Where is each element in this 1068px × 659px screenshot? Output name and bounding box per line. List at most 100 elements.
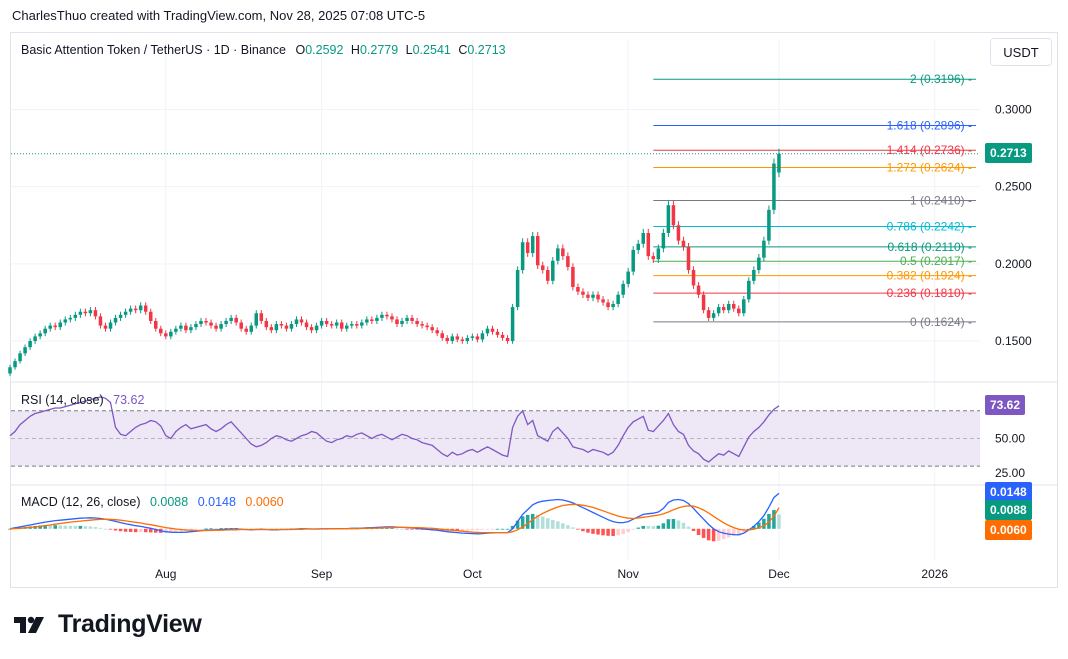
candle-body	[490, 328, 495, 332]
chart-frame	[10, 32, 1058, 588]
macd-histogram-bar	[701, 528, 706, 538]
macd-value: 0.0088	[149, 495, 189, 509]
candle-body	[103, 325, 108, 329]
candle-body	[13, 361, 17, 368]
candle-body	[636, 243, 640, 250]
candle-body	[450, 336, 455, 342]
candle-body	[601, 299, 605, 303]
candle-body	[546, 270, 550, 281]
candle-body	[259, 313, 264, 321]
macd-histogram-bar	[123, 528, 128, 532]
macd-histogram-bar	[405, 528, 409, 530]
macd-histogram-bar	[646, 525, 651, 529]
candle-body	[475, 336, 480, 340]
macd-line-tag: 0.0088	[985, 500, 1032, 520]
time-tick-label: Aug	[155, 567, 176, 581]
candle-body	[294, 319, 299, 325]
macd-histogram-bar	[68, 525, 73, 529]
macd-histogram-bar	[581, 528, 585, 532]
time-tick-label: Sep	[311, 567, 333, 581]
rsi-tick-label: 50.00	[995, 431, 1025, 445]
candle-body	[159, 328, 163, 334]
high-label: H	[350, 43, 360, 57]
candle-body	[18, 353, 22, 362]
candle-body	[88, 310, 93, 314]
candle-body	[606, 302, 610, 308]
macd-histogram-bar	[174, 528, 178, 533]
candle-body	[299, 319, 304, 323]
macd-histogram-bar	[661, 523, 666, 529]
macd-histogram-bar	[209, 528, 213, 530]
candle-body	[189, 327, 193, 331]
candle-body	[500, 334, 505, 338]
candle-body	[716, 307, 721, 314]
candle-body	[133, 308, 138, 311]
candle-body	[671, 205, 676, 226]
macd-histogram-bar	[73, 525, 78, 529]
macd-histogram-bar	[515, 520, 520, 529]
macd-histogram-bar	[686, 526, 691, 529]
macd-histogram-bar	[591, 528, 595, 534]
macd-histogram-bar	[189, 528, 193, 531]
candle-body	[339, 322, 344, 329]
macd-histogram-bar	[153, 528, 158, 533]
macd-histogram-bar	[390, 528, 394, 529]
candle-body	[540, 265, 545, 271]
candle-body	[767, 209, 771, 241]
candle-body	[8, 367, 12, 374]
candle-body	[390, 316, 394, 320]
candle-body	[78, 311, 83, 315]
macd-histogram-bar	[98, 527, 103, 529]
macd-histogram-bar	[621, 528, 625, 535]
macd-histogram-bar	[631, 528, 635, 530]
candle-body	[38, 333, 42, 337]
macd-histogram-bar	[400, 528, 404, 530]
candle-body	[199, 320, 203, 325]
price-tick-label: 0.2000	[995, 257, 1032, 271]
macd-histogram-bar	[128, 528, 133, 532]
macd-histogram-bar	[551, 519, 555, 529]
macd-histogram-bar	[485, 528, 490, 530]
candle-body	[762, 240, 766, 258]
candle-body	[485, 328, 490, 334]
candle-body	[651, 256, 656, 260]
candle-body	[63, 319, 68, 323]
candle-body	[380, 314, 384, 318]
macd-histogram-bar	[108, 528, 113, 530]
candle-body	[706, 310, 711, 318]
macd-histogram-bar	[611, 528, 615, 536]
candle-body	[641, 232, 646, 244]
candle-body	[23, 347, 27, 354]
candle-body	[143, 305, 148, 312]
candle-body	[219, 324, 223, 329]
rsi-title: RSI (14, close)	[21, 393, 104, 407]
candle-body	[440, 333, 444, 338]
macd-histogram-bar	[385, 528, 389, 529]
candle-body	[370, 319, 374, 321]
fib-level-label: 2 (0.3196) -	[910, 72, 972, 86]
macd-histogram-bar	[726, 528, 731, 538]
macd-histogram-bar	[641, 525, 646, 529]
macd-histogram-bar	[601, 528, 605, 536]
candle-body	[214, 325, 218, 329]
macd-histogram-bar	[736, 528, 741, 535]
time-tick-label: 2026	[921, 567, 948, 581]
fib-level-label: 0 (0.1624) -	[910, 315, 972, 329]
last-price-tag: 0.2713	[985, 143, 1032, 163]
macd-histogram-bar	[520, 516, 525, 529]
candle-body	[304, 322, 309, 328]
macd-histogram-bar	[169, 528, 173, 533]
macd-histogram-bar	[530, 513, 535, 529]
macd-histogram-bar	[636, 527, 640, 529]
candle-body	[400, 320, 404, 325]
candle-body	[324, 320, 329, 325]
macd-histogram-bar	[415, 528, 419, 530]
candle-body	[224, 320, 228, 325]
macd-histogram-bar	[83, 526, 88, 529]
price-legend: Basic Attention Token / TetherUS · 1D · …	[21, 43, 506, 57]
currency-unit-button[interactable]: USDT	[990, 38, 1052, 66]
candle-body	[410, 317, 414, 321]
candle-body	[515, 270, 520, 308]
candle-body	[415, 320, 419, 325]
